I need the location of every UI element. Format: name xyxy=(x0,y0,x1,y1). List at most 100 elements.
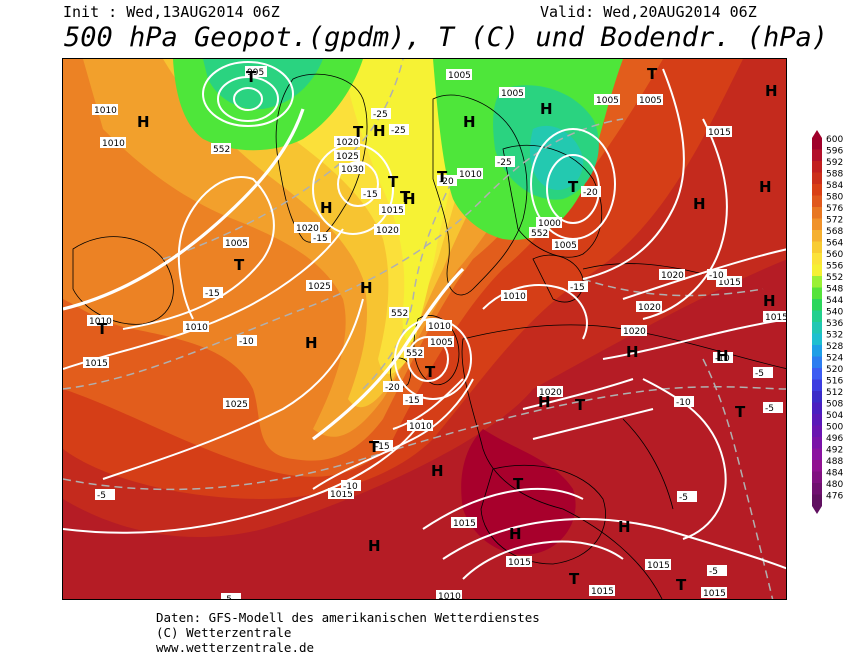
low-pressure-marker: T xyxy=(388,173,399,191)
temperature-label: -20 xyxy=(439,177,454,187)
legend-value: 500 xyxy=(826,423,843,433)
pressure-label: 1005 xyxy=(448,71,471,81)
legend-swatch xyxy=(812,379,822,391)
low-pressure-marker: T xyxy=(246,68,257,86)
geopotential-color-legend: 600 596 592 588 584 580 576 572 568 564 560 556 552 5… xyxy=(812,130,850,530)
legend-value: 548 xyxy=(826,285,843,295)
pressure-label: 1015 xyxy=(708,128,731,138)
legend-value: 524 xyxy=(826,354,843,364)
low-pressure-marker: T xyxy=(437,168,448,186)
high-pressure-marker: H xyxy=(693,195,706,213)
legend-value: 476 xyxy=(826,492,843,502)
credits-source: Daten: GFS-Modell des amerikanischen Wet… xyxy=(156,610,540,625)
legend-value: 592 xyxy=(826,158,843,168)
legend-value: 488 xyxy=(826,457,843,467)
temperature-label: -15 xyxy=(205,289,220,299)
legend-value: 484 xyxy=(826,469,843,479)
pressure-label: 1010 xyxy=(503,292,526,302)
legend-value: 580 xyxy=(826,193,843,203)
pressure-label: 1010 xyxy=(94,106,117,116)
temperature-label: -15 xyxy=(363,190,378,200)
temperature-label: -20 xyxy=(385,383,400,393)
temperature-label: -5 xyxy=(765,404,774,414)
pressure-label: 1015 xyxy=(85,359,108,369)
chart-title: 500 hPa Geopot.(gpdm), T (C) und Bodendr… xyxy=(64,22,829,53)
pressure-label: 1015 xyxy=(453,519,476,529)
high-pressure-marker: H xyxy=(716,347,729,365)
low-pressure-marker: T xyxy=(513,475,524,493)
legend-bottom-arrow xyxy=(812,506,822,514)
legend-value: 532 xyxy=(826,331,843,341)
weather-map: 995 1005 1005 1005 1005 1010 1010 1010 1… xyxy=(62,58,787,600)
legend-swatch xyxy=(812,425,822,437)
legend-swatch xyxy=(812,138,822,150)
pressure-label: 1015 xyxy=(703,589,726,599)
temperature-label: -5 xyxy=(223,595,232,600)
temperature-label: -15 xyxy=(405,396,420,406)
credits-copyright: (C) Wetterzentrale xyxy=(156,625,292,640)
legend-swatch xyxy=(812,333,822,345)
legend-swatch xyxy=(812,184,822,196)
legend-swatch xyxy=(812,218,822,230)
low-pressure-marker: T xyxy=(369,438,380,456)
valid-time: Valid: Wed,20AUG2014 06Z xyxy=(540,3,757,21)
temperature-label: -10 xyxy=(343,482,358,492)
pressure-label: 1010 xyxy=(185,323,208,333)
pressure-label: 1010 xyxy=(428,322,451,332)
legend-swatch xyxy=(812,276,822,288)
temperature-label: -10 xyxy=(239,337,254,347)
low-pressure-marker: T xyxy=(425,363,436,381)
low-pressure-marker: T xyxy=(568,178,579,196)
temperature-label: -15 xyxy=(570,283,585,293)
temperature-label: -5 xyxy=(97,491,106,501)
legend-value: 508 xyxy=(826,400,843,410)
legend-swatch xyxy=(812,264,822,276)
legend-swatch xyxy=(812,356,822,368)
pressure-label: 1015 xyxy=(381,206,404,216)
pressure-label: 1015 xyxy=(508,558,531,568)
pressure-label: 1005 xyxy=(554,241,577,251)
legend-value: 576 xyxy=(826,204,843,214)
low-pressure-marker: T xyxy=(400,188,411,206)
low-pressure-marker: T xyxy=(676,576,687,594)
pressure-label: 1020 xyxy=(336,138,359,148)
pressure-label: 1005 xyxy=(225,239,248,249)
legend-swatch xyxy=(812,195,822,207)
legend-value: 552 xyxy=(826,273,843,283)
geopotential-label: 552 xyxy=(391,309,408,319)
legend-value: 480 xyxy=(826,480,843,490)
temperature-label: -20 xyxy=(583,188,598,198)
legend-value: 560 xyxy=(826,250,843,260)
temperature-label: -10 xyxy=(715,354,730,364)
high-pressure-marker: H xyxy=(320,199,333,217)
legend-swatch xyxy=(812,471,822,483)
legend-value: 512 xyxy=(826,388,843,398)
credits-website: www.wetterzentrale.de xyxy=(156,640,315,655)
low-pressure-marker: T xyxy=(647,65,658,83)
legend-value: 588 xyxy=(826,170,843,180)
legend-value: 584 xyxy=(826,181,843,191)
legend-value: 572 xyxy=(826,216,843,226)
pressure-label: 1020 xyxy=(376,226,399,236)
legend-swatch xyxy=(812,287,822,299)
pressure-label: 1020 xyxy=(661,271,684,281)
legend-value: 564 xyxy=(826,239,843,249)
pressure-label: 1005 xyxy=(501,89,524,99)
legend-swatch xyxy=(812,161,822,173)
legend-swatch xyxy=(812,241,822,253)
legend-value: 540 xyxy=(826,308,843,318)
legend-swatch xyxy=(812,172,822,184)
pressure-label: 1015 xyxy=(330,490,353,500)
pressure-label: 1015 xyxy=(591,587,614,597)
legend-value: 520 xyxy=(826,365,843,375)
high-pressure-marker: H xyxy=(368,537,381,555)
temperature-label: -15 xyxy=(313,234,328,244)
pressure-label: 1020 xyxy=(623,327,646,337)
pressure-label: 1025 xyxy=(225,400,248,410)
low-pressure-marker: T xyxy=(97,320,108,338)
legend-swatch xyxy=(812,149,822,161)
low-pressure-marker: T xyxy=(353,123,364,141)
low-pressure-marker: T xyxy=(234,256,245,274)
pressure-label: 1020 xyxy=(539,388,562,398)
high-pressure-marker: H xyxy=(137,113,150,131)
